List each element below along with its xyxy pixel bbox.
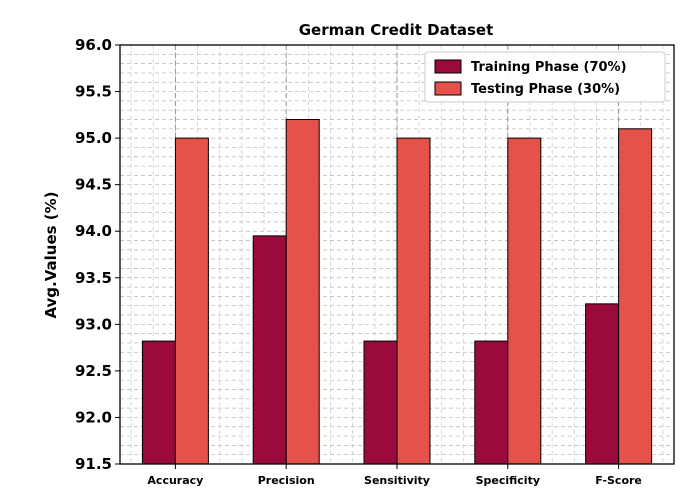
y-tick-label: 91.5	[75, 455, 112, 473]
y-tick-label: 92.0	[75, 408, 112, 426]
plot-frame	[119, 44, 675, 465]
bar	[141, 340, 176, 465]
x-tick-label: Precision	[258, 474, 315, 487]
legend-box	[424, 51, 666, 103]
y-tick-label: 93.5	[75, 269, 112, 287]
x-tick-label: F-Score	[595, 474, 642, 487]
x-tick-label: Sensitivity	[364, 474, 430, 487]
legend-swatch	[434, 81, 462, 96]
bar	[507, 137, 542, 465]
bar	[174, 137, 209, 465]
x-tick-label: Accuracy	[147, 474, 203, 487]
y-tick-label: 96.0	[75, 36, 112, 54]
bar	[363, 340, 398, 465]
bars	[141, 118, 653, 465]
bar	[618, 128, 653, 465]
y-tick-label: 95.5	[75, 83, 112, 101]
chart-title: German Credit Dataset	[299, 21, 494, 39]
y-tick-label: 93.0	[75, 315, 112, 333]
y-tick-label: 94.0	[75, 222, 112, 240]
y-tick-label: 92.5	[75, 362, 112, 380]
legend-label: Testing Phase (30%)	[471, 82, 620, 97]
legend: Training Phase (70%) Testing Phase (30%)	[424, 51, 666, 103]
bar	[585, 303, 620, 465]
y-tick-label: 94.5	[75, 176, 112, 194]
x-tick-labels: Accuracy Precision Sensitivity Specificity F…	[147, 464, 642, 487]
y-axis-label: Avg.Values (%)	[42, 191, 60, 318]
legend-swatch	[434, 59, 462, 74]
y-tick-labels: 91.5 92.0 92.5 93.0 93.5 94.0 94.5 95.0 95.5 96.0	[75, 36, 120, 473]
legend-label: Training Phase (70%)	[471, 60, 627, 75]
bar	[252, 235, 287, 465]
y-tick-label: 95.0	[75, 129, 112, 147]
x-tick-label: Specificity	[476, 474, 540, 487]
bar	[396, 137, 431, 465]
bar	[285, 118, 320, 465]
bar	[474, 340, 509, 465]
